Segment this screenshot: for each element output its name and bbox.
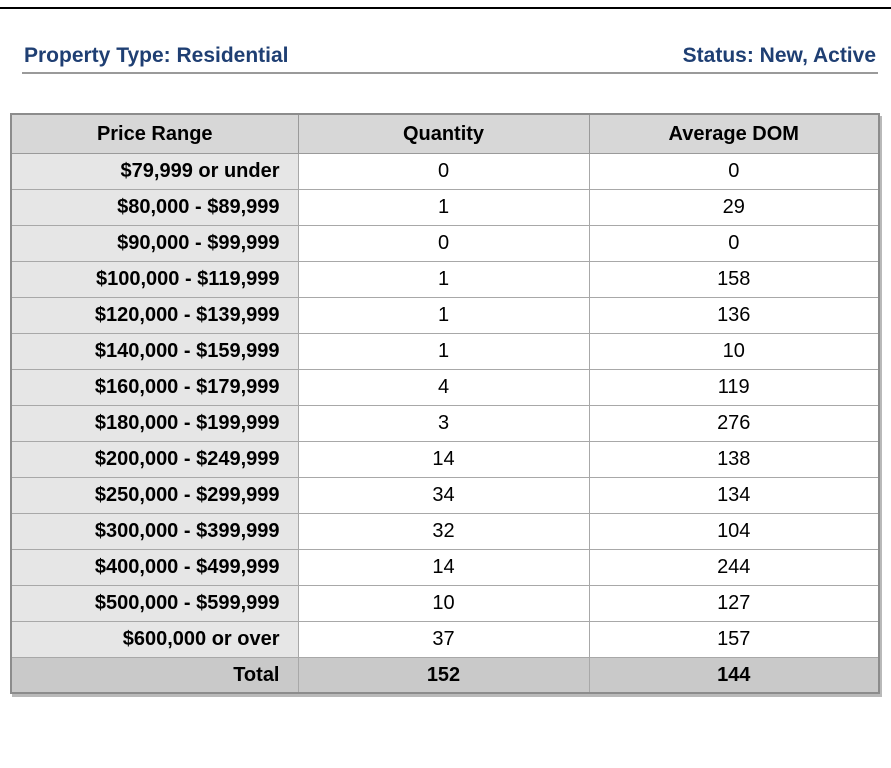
table-row: $100,000 - $119,999 1 158 (10, 261, 880, 298)
table-row: $180,000 - $199,999 3 276 (10, 405, 880, 442)
table-row: $500,000 - $599,999 10 127 (10, 585, 880, 622)
quantity-cell: 1 (297, 189, 590, 226)
status-label: Status: New, Active (682, 44, 876, 67)
price-range-cell: $79,999 or under (10, 153, 299, 190)
report-header: Property Type: Residential Status: New, … (22, 40, 878, 74)
average-dom-cell: 157 (588, 621, 880, 658)
quantity-cell: 1 (297, 261, 590, 298)
price-range-cell: $300,000 - $399,999 (10, 513, 299, 550)
average-dom-cell: 138 (588, 441, 880, 478)
price-range-cell: $80,000 - $89,999 (10, 189, 299, 226)
top-divider (0, 7, 891, 9)
price-range-cell: $250,000 - $299,999 (10, 477, 299, 514)
average-dom-cell: 158 (588, 261, 880, 298)
quantity-cell: 0 (297, 153, 590, 190)
average-dom-cell: 134 (588, 477, 880, 514)
average-dom-cell: 29 (588, 189, 880, 226)
average-dom-cell: 0 (588, 153, 880, 190)
table-row: $79,999 or under 0 0 (10, 153, 880, 190)
price-range-cell: $90,000 - $99,999 (10, 225, 299, 262)
quantity-cell: 10 (297, 585, 590, 622)
average-dom-cell: 244 (588, 549, 880, 586)
column-header-quantity: Quantity (297, 113, 590, 154)
property-type-label: Property Type: Residential (24, 44, 289, 67)
price-range-cell: $200,000 - $249,999 (10, 441, 299, 478)
quantity-cell: 34 (297, 477, 590, 514)
table-header-row: Price Range Quantity Average DOM (10, 113, 880, 154)
price-range-table: Price Range Quantity Average DOM $79,999… (10, 113, 880, 694)
price-range-cell: $180,000 - $199,999 (10, 405, 299, 442)
price-range-cell: $120,000 - $139,999 (10, 297, 299, 334)
quantity-cell: 1 (297, 333, 590, 370)
price-range-cell: $400,000 - $499,999 (10, 549, 299, 586)
table-body: $79,999 or under 0 0 $80,000 - $89,999 1… (10, 153, 880, 694)
quantity-cell: 37 (297, 621, 590, 658)
table-row: $250,000 - $299,999 34 134 (10, 477, 880, 514)
quantity-cell: 14 (297, 549, 590, 586)
total-average-dom-cell: 144 (588, 657, 880, 694)
table-row: $140,000 - $159,999 1 10 (10, 333, 880, 370)
table-row: $600,000 or over 37 157 (10, 621, 880, 658)
table-row: $160,000 - $179,999 4 119 (10, 369, 880, 406)
average-dom-cell: 127 (588, 585, 880, 622)
quantity-cell: 3 (297, 405, 590, 442)
quantity-cell: 14 (297, 441, 590, 478)
average-dom-cell: 104 (588, 513, 880, 550)
table-row: $90,000 - $99,999 0 0 (10, 225, 880, 262)
total-label-cell: Total (10, 657, 299, 694)
quantity-cell: 4 (297, 369, 590, 406)
price-range-cell: $500,000 - $599,999 (10, 585, 299, 622)
table-row: $120,000 - $139,999 1 136 (10, 297, 880, 334)
average-dom-cell: 10 (588, 333, 880, 370)
quantity-cell: 0 (297, 225, 590, 262)
column-header-average-dom: Average DOM (588, 113, 880, 154)
quantity-cell: 32 (297, 513, 590, 550)
table-row: $200,000 - $249,999 14 138 (10, 441, 880, 478)
table-row: $300,000 - $399,999 32 104 (10, 513, 880, 550)
quantity-cell: 1 (297, 297, 590, 334)
price-range-cell: $600,000 or over (10, 621, 299, 658)
price-range-cell: $140,000 - $159,999 (10, 333, 299, 370)
total-quantity-cell: 152 (297, 657, 590, 694)
average-dom-cell: 136 (588, 297, 880, 334)
average-dom-cell: 276 (588, 405, 880, 442)
price-range-cell: $160,000 - $179,999 (10, 369, 299, 406)
average-dom-cell: 0 (588, 225, 880, 262)
total-row: Total 152 144 (10, 657, 880, 694)
price-range-cell: $100,000 - $119,999 (10, 261, 299, 298)
average-dom-cell: 119 (588, 369, 880, 406)
table-row: $400,000 - $499,999 14 244 (10, 549, 880, 586)
column-header-price-range: Price Range (10, 113, 299, 154)
table-row: $80,000 - $89,999 1 29 (10, 189, 880, 226)
